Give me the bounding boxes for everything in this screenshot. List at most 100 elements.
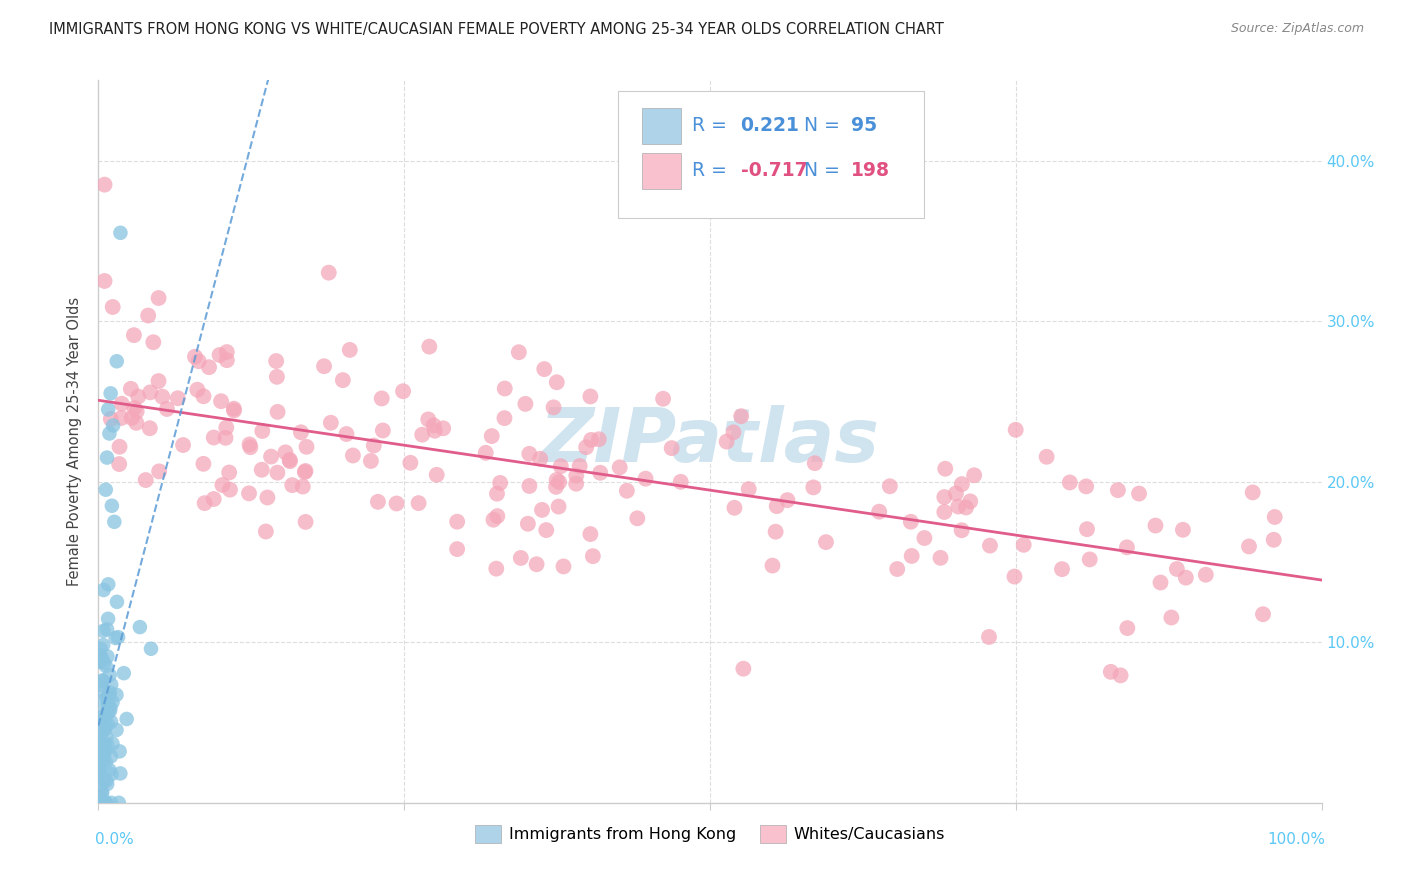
Point: [543, 401, 565, 415]
Point: [929, 550, 952, 565]
Point: [218, 466, 240, 480]
Point: [93, 796, 115, 810]
Text: R =: R =: [692, 161, 733, 180]
Point: [110, 411, 132, 425]
Point: [208, 348, 231, 362]
Point: [125, 404, 148, 418]
Point: [934, 461, 956, 475]
Point: [193, 457, 215, 471]
Point: [519, 479, 541, 493]
Point: [868, 505, 890, 519]
Point: [91, 753, 114, 767]
Point: [266, 405, 288, 419]
Point: [96, 773, 118, 788]
Point: [1149, 575, 1171, 590]
Text: Source: ZipAtlas.com: Source: ZipAtlas.com: [1230, 22, 1364, 36]
Point: [1076, 479, 1098, 493]
Point: [1107, 483, 1129, 497]
Point: [738, 482, 761, 496]
Point: [97, 689, 120, 703]
Point: [1059, 475, 1081, 490]
Point: [166, 391, 188, 405]
Point: [139, 385, 162, 400]
Point: [91, 796, 114, 810]
Point: [135, 473, 157, 487]
Point: [239, 440, 262, 454]
Point: [723, 500, 745, 515]
Point: [446, 542, 468, 557]
Point: [733, 662, 755, 676]
Point: [912, 531, 935, 545]
Point: [98, 763, 121, 777]
Point: [565, 468, 588, 483]
Point: [198, 360, 221, 375]
Point: [565, 476, 588, 491]
Text: ZIPatlas: ZIPatlas: [540, 405, 880, 478]
Point: [202, 430, 225, 444]
Point: [950, 523, 973, 537]
Point: [100, 386, 122, 401]
Point: [112, 666, 135, 681]
Point: [485, 486, 508, 500]
Point: [101, 300, 124, 314]
Point: [319, 416, 342, 430]
Point: [122, 328, 145, 343]
Point: [963, 468, 986, 483]
Point: [489, 475, 512, 490]
Point: [148, 374, 170, 388]
Point: [1116, 621, 1139, 635]
Point: [139, 641, 162, 656]
Point: [98, 668, 121, 682]
Point: [1099, 665, 1122, 679]
Point: [96, 649, 118, 664]
Point: [172, 438, 194, 452]
Point: [105, 723, 128, 737]
Point: [486, 509, 509, 524]
FancyBboxPatch shape: [619, 91, 924, 218]
Point: [318, 266, 340, 280]
Point: [100, 412, 122, 426]
Point: [103, 515, 125, 529]
Point: [90, 736, 112, 750]
Point: [550, 459, 572, 474]
Point: [252, 424, 274, 438]
Point: [87, 740, 110, 755]
Point: [219, 483, 242, 497]
Point: [582, 549, 605, 563]
Point: [1160, 610, 1182, 624]
Point: [1195, 567, 1218, 582]
Point: [100, 796, 122, 810]
Point: [194, 496, 217, 510]
Point: [886, 562, 908, 576]
Point: [100, 749, 122, 764]
Point: [367, 495, 389, 509]
Point: [1078, 552, 1101, 566]
Point: [900, 549, 922, 563]
Point: [108, 457, 131, 471]
Point: [546, 376, 568, 390]
Point: [89, 678, 111, 692]
Point: [209, 394, 232, 409]
Point: [104, 631, 127, 645]
Point: [127, 390, 149, 404]
Point: [93, 739, 115, 753]
Text: 95: 95: [851, 116, 877, 136]
Point: [481, 429, 503, 443]
Point: [516, 516, 538, 531]
Point: [1251, 607, 1274, 622]
Point: [105, 688, 128, 702]
Point: [100, 714, 122, 729]
Text: N =: N =: [804, 116, 846, 136]
Point: [948, 500, 970, 514]
Point: [1263, 533, 1285, 547]
Point: [87, 763, 110, 777]
Point: [215, 345, 238, 359]
Point: [97, 612, 120, 626]
Point: [97, 577, 120, 591]
Point: [121, 410, 143, 425]
Point: [90, 682, 112, 697]
Point: [93, 773, 115, 788]
Point: [94, 796, 117, 810]
Point: [765, 524, 787, 539]
Point: [93, 178, 115, 192]
